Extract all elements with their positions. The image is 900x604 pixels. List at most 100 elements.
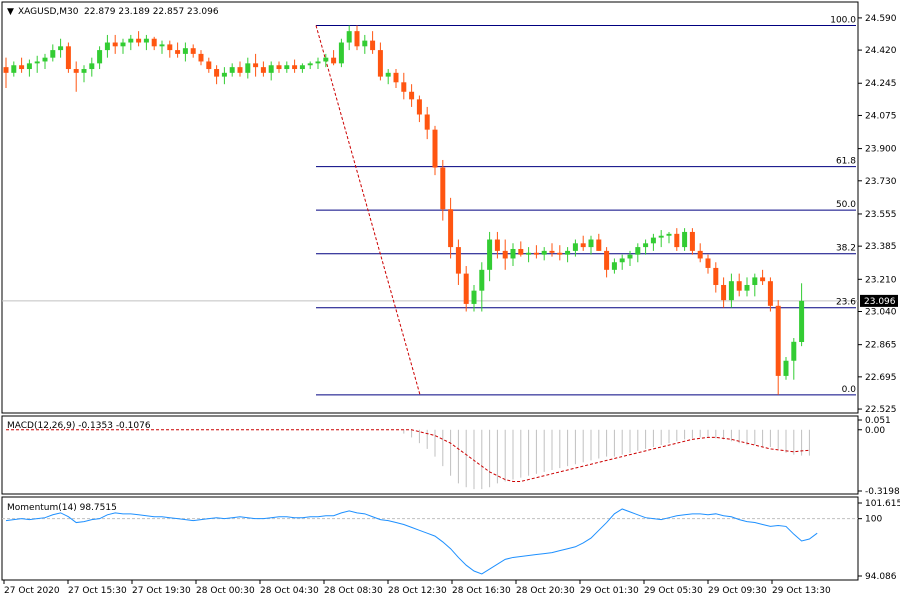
candle-body — [721, 284, 727, 301]
candle-body — [650, 237, 656, 244]
x-tick-label: 29 Oct 13:30 — [772, 586, 831, 596]
x-tick-label: 28 Oct 16:30 — [452, 586, 511, 596]
symbol-label: XAGUSD,M30 — [18, 7, 79, 17]
candle-body — [3, 67, 9, 73]
x-tick-label: 29 Oct 01:30 — [580, 586, 639, 596]
fib-level-label: 0.0 — [842, 385, 857, 395]
candle-body — [588, 239, 594, 248]
macd-pane-frame — [1, 415, 859, 495]
candle-body — [697, 250, 703, 259]
candle-body — [424, 114, 430, 130]
candle-body — [526, 252, 532, 255]
price-y-tick-label: 23.040 — [865, 308, 897, 318]
candle-body — [151, 38, 157, 47]
candle-body — [260, 67, 266, 73]
candle-body — [377, 50, 383, 77]
candle-body — [292, 65, 298, 70]
momentum-label: Momentum(14) 98.7515 — [7, 503, 117, 513]
candle-body — [26, 63, 32, 70]
candle-body — [112, 42, 118, 47]
x-tick-label: 28 Oct 00:30 — [196, 586, 255, 596]
candle-body — [487, 239, 493, 270]
candle-body — [471, 290, 477, 304]
candle-body — [791, 341, 797, 361]
fib-level-label: 61.8 — [836, 157, 856, 167]
candle-body — [596, 239, 602, 251]
candle-body — [198, 53, 204, 62]
price-y-tick-label: 23.555 — [865, 210, 897, 220]
candle-body — [767, 281, 773, 306]
momentum-y-tick-label: 94.086 — [865, 572, 897, 582]
candle-body — [221, 72, 227, 77]
price-pane-frame — [1, 1, 859, 414]
price-y-tick-label: 23.385 — [865, 242, 897, 252]
candle-body — [331, 57, 337, 64]
candle-body — [229, 67, 235, 73]
candle-body — [689, 231, 695, 251]
x-tick-label: 29 Oct 09:30 — [708, 586, 767, 596]
candle-body — [611, 262, 617, 270]
candle-body — [440, 167, 446, 210]
candle-body — [323, 57, 329, 62]
candle-body — [619, 258, 625, 263]
candle-body — [705, 258, 711, 268]
candle-body — [510, 248, 516, 259]
candle-body — [346, 31, 352, 43]
candle-body — [97, 50, 103, 64]
candle-body — [167, 44, 173, 51]
x-tick-label: 28 Oct 20:30 — [516, 586, 575, 596]
candle-body — [136, 38, 142, 43]
candle-body — [89, 63, 95, 70]
fib-level-label: 100.0 — [830, 15, 856, 25]
candle-body — [81, 69, 87, 73]
candle-body — [120, 42, 126, 47]
macd-y-tick-label: -0.3198 — [865, 487, 900, 497]
candle-body — [128, 38, 134, 43]
candle-body — [682, 231, 688, 248]
candle-body — [775, 305, 781, 376]
candle-body — [214, 69, 220, 77]
momentum-pane-frame — [1, 496, 859, 581]
candle-body — [385, 72, 391, 77]
price-y-tick-label: 23.900 — [865, 145, 897, 155]
price-y-tick-label: 23.210 — [865, 275, 897, 285]
candle-body — [448, 209, 454, 248]
candle-body — [284, 65, 290, 70]
candle-body — [182, 48, 188, 54]
candle-body — [572, 243, 578, 251]
candle-body — [159, 44, 165, 47]
macd-y-tick-label: 0.051 — [865, 416, 891, 426]
candle-body — [494, 239, 500, 251]
price-y-tick-label: 24.245 — [865, 79, 897, 89]
price-y-tick-label: 24.075 — [865, 111, 897, 121]
candle-body — [253, 63, 259, 68]
candle-body — [299, 65, 305, 70]
candle-body — [268, 65, 274, 73]
candle-body — [307, 63, 313, 66]
fib-trend-line — [315, 25, 421, 395]
x-tick-label: 27 Oct 2020 — [4, 586, 60, 596]
price-y-tick-label: 24.420 — [865, 46, 897, 56]
candle-body — [315, 61, 321, 64]
candle-body — [643, 243, 649, 248]
current-price-label: 23.096 — [864, 297, 896, 307]
candle-body — [50, 50, 56, 58]
candle-body — [393, 72, 399, 83]
candle-body — [237, 67, 243, 73]
x-tick-label: 28 Oct 08:30 — [324, 586, 383, 596]
ohlc-label: 22.879 23.189 22.857 23.096 — [84, 7, 219, 17]
price-y-tick-label: 23.730 — [865, 177, 897, 187]
candle-body — [338, 42, 344, 64]
candle-body — [627, 254, 633, 259]
x-tick-label: 28 Oct 04:30 — [260, 586, 319, 596]
candle-body — [479, 269, 485, 291]
candle-body — [19, 65, 25, 70]
price-y-tick-label: 22.865 — [865, 341, 897, 351]
dropdown-arrow-icon[interactable]: ▼ — [7, 7, 14, 17]
candle-body — [518, 248, 524, 255]
candle-body — [736, 281, 742, 291]
candle-body — [463, 273, 469, 304]
candle-body — [401, 82, 407, 92]
candle-body — [713, 267, 719, 285]
